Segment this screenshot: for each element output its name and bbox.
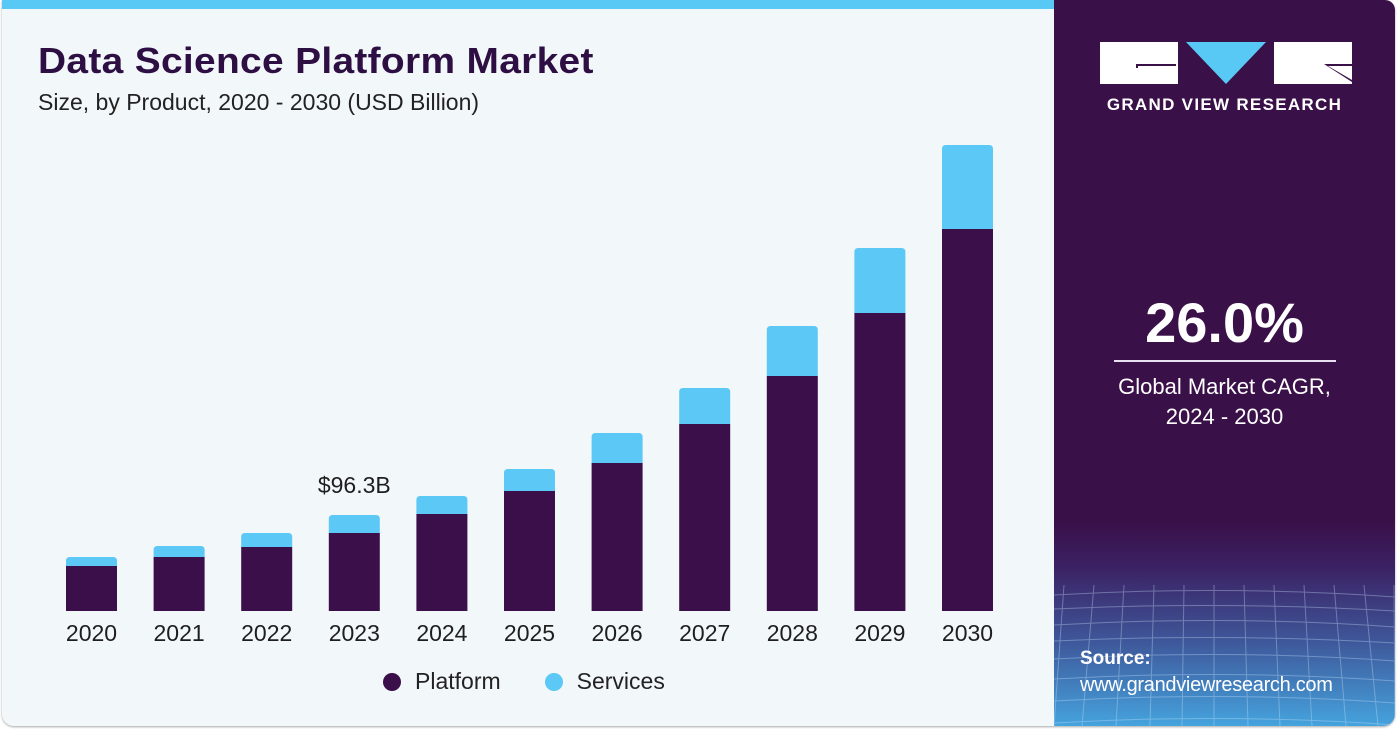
source-label: Source: <box>1080 648 1151 669</box>
bar-platform-2023 <box>328 533 380 611</box>
x-tick-label-2028: 2028 <box>767 620 818 646</box>
x-tick-label-2026: 2026 <box>592 620 643 646</box>
bar-platform-2029 <box>854 313 906 611</box>
cagr-divider <box>1114 360 1336 362</box>
bar-group-2024 <box>416 496 468 611</box>
accent-top-bar <box>2 0 1054 9</box>
bar-group-2020 <box>66 557 117 611</box>
cagr-label: Global Market CAGR, 2024 - 2030 <box>1054 372 1395 432</box>
bar-services-2023 <box>328 515 380 533</box>
bar-platform-2026 <box>591 463 643 611</box>
stacked-bar-chart: 2020 2021 2022 2023 $96.3B 2024 2025 2026 2027 20… <box>66 145 993 646</box>
bar-services-2025 <box>504 469 555 491</box>
bar-platform-2024 <box>416 514 468 611</box>
bar-services-2022 <box>241 533 293 547</box>
x-tick-label-2020: 2020 <box>66 620 117 646</box>
brand-name: GRAND VIEW RESEARCH <box>1106 95 1343 114</box>
bar-platform-2022 <box>241 547 293 611</box>
chart-title: Data Science Platform Market <box>38 40 594 81</box>
bar-platform-2030 <box>942 229 993 611</box>
cagr-label-line-1: Global Market CAGR, <box>1118 374 1331 399</box>
bar-services-2021 <box>153 546 205 557</box>
x-tick-label-2024: 2024 <box>416 620 467 646</box>
legend-item-platform: Platform <box>383 668 501 695</box>
bar-group-2028 <box>766 326 818 611</box>
legend-item-services: Services <box>544 668 665 695</box>
bar-services-2027 <box>679 388 731 424</box>
info-sidebar: GRAND VIEW RESEARCH 26.0% Global Market … <box>1054 0 1395 726</box>
bar-group-2021 <box>153 546 205 611</box>
data-label-2023: $96.3B <box>318 472 391 498</box>
wireframe-mesh-decoration <box>1054 585 1395 726</box>
bar-group-2027 <box>679 388 731 611</box>
bar-group-2026 <box>591 433 643 611</box>
chart-subtitle: Size, by Product, 2020 - 2030 (USD Billi… <box>38 89 480 115</box>
bar-services-2024 <box>416 496 468 514</box>
bar-group-2025 <box>504 469 555 611</box>
bar-platform-2020 <box>66 566 117 611</box>
x-tick-label-2027: 2027 <box>679 620 730 646</box>
bar-group-2023 <box>328 515 380 611</box>
x-tick-label-2029: 2029 <box>854 620 905 646</box>
x-tick-label-2030: 2030 <box>942 620 993 646</box>
bar-group-2022 <box>241 533 293 611</box>
bar-services-2026 <box>591 433 643 463</box>
cagr-value: 26.0% <box>1145 291 1304 354</box>
bar-group-2029 <box>854 248 906 611</box>
bar-services-2020 <box>66 557 117 566</box>
bar-services-2028 <box>766 326 818 376</box>
x-tick-label-2021: 2021 <box>154 620 205 646</box>
chart-legend: Platform Services <box>383 668 665 695</box>
bar-platform-2021 <box>153 557 205 611</box>
bar-services-2029 <box>854 248 906 313</box>
bar-platform-2028 <box>766 376 818 611</box>
bar-services-2030 <box>942 145 993 229</box>
chart-panel: Data Science Platform Market Size, by Pr… <box>2 0 1054 726</box>
legend-swatch-services <box>544 672 563 691</box>
bar-platform-2025 <box>504 491 555 611</box>
cagr-label-line-2: 2024 - 2030 <box>1165 404 1284 429</box>
x-tick-label-2025: 2025 <box>504 620 555 646</box>
x-tick-label-2022: 2022 <box>241 620 292 646</box>
legend-label-platform: Platform <box>415 668 501 694</box>
legend-swatch-platform <box>383 672 401 691</box>
legend-label-services: Services <box>576 668 665 694</box>
source-url[interactable]: www.grandviewresearch.com <box>1080 674 1333 696</box>
gvr-logo-icon <box>1100 42 1352 84</box>
bar-platform-2027 <box>679 424 731 611</box>
x-tick-label-2023: 2023 <box>329 620 380 646</box>
bar-group-2030 <box>942 145 993 611</box>
